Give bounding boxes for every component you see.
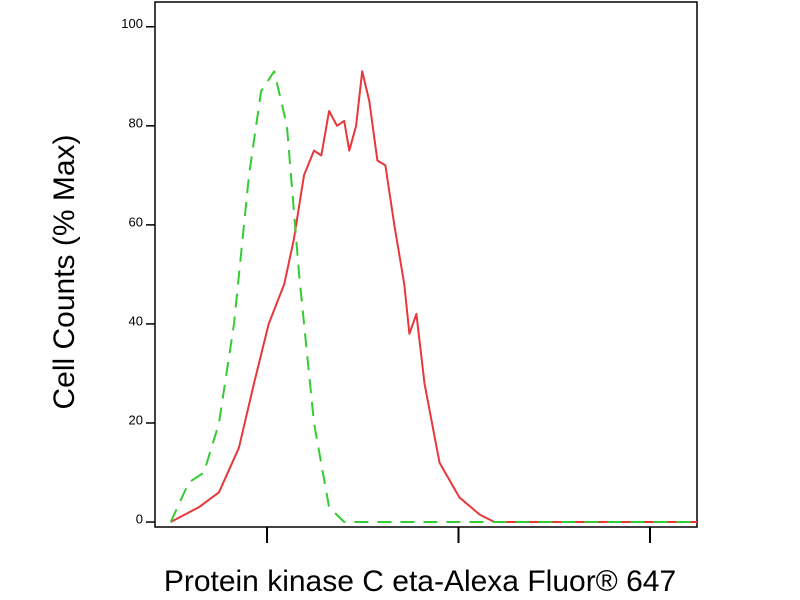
y-axis-title: Cell Counts (% Max) — [48, 134, 81, 409]
y-tick-label: 20 — [129, 412, 143, 427]
plot-frame — [154, 1, 698, 528]
y-tick-label: 0 — [136, 511, 143, 526]
y-tick-label: 40 — [129, 313, 143, 328]
x-axis-title: Protein kinase C eta-Alexa Fluor® 647 — [164, 565, 676, 598]
y-tick-label: 100 — [121, 16, 143, 31]
series-line — [170, 70, 697, 523]
y-tick-label: 60 — [129, 214, 143, 229]
y-tick-label: 80 — [129, 115, 143, 130]
series-line — [169, 70, 697, 523]
